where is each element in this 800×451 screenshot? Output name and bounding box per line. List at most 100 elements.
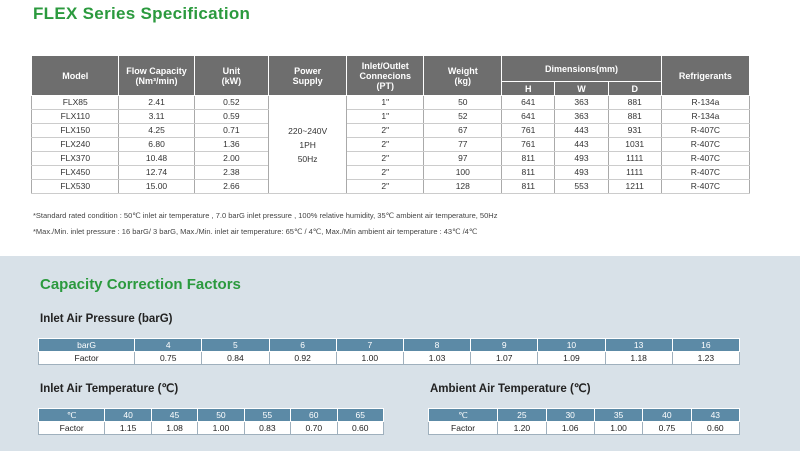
cf-key: 6 (268, 338, 337, 352)
cf-header-label: ℃ (427, 408, 499, 422)
cf-value: 1.07 (470, 351, 539, 365)
pressure-title: Inlet Air Pressure (barG) (40, 313, 173, 325)
cf-key: 7 (335, 338, 404, 352)
cf-key: 40 (642, 408, 692, 422)
cell-h: 641 (501, 95, 556, 110)
cell-w: 363 (554, 95, 609, 110)
cell-conn: 1" (346, 95, 425, 110)
cf-value: 0.92 (268, 351, 337, 365)
cf-key: 10 (537, 338, 606, 352)
cf-value: 1.00 (197, 421, 245, 435)
power-supply-cell: 220~240V 1PH 50Hz (268, 95, 348, 194)
cell-d: 881 (607, 95, 662, 110)
table-row: FLX450 12.74 2.38 2" 100 811 493 1111 R-407C (30, 165, 751, 180)
cell-ref: R-134a (660, 95, 751, 110)
cell-flow: 6.80 (118, 137, 195, 152)
cf-value: 1.15 (104, 421, 152, 435)
header-inlet-outlet: Inlet/Outlet Connecions (PT) (346, 55, 425, 96)
table-row: FLX370 10.48 2.00 2" 97 811 493 1111 R-407C (30, 151, 751, 166)
cf-key: 43 (690, 408, 741, 422)
cf-header-row: barG 4 5 6 7 8 9 10 13 16 (37, 338, 741, 352)
header-dimensions: Dimensions(mm) (501, 55, 662, 82)
cf-key: 35 (593, 408, 644, 422)
ambient-temp-title: Ambient Air Temperature (℃) (430, 383, 591, 395)
cell-weight: 67 (423, 123, 503, 138)
cell-unit: 0.59 (193, 109, 270, 124)
cf-key: 40 (104, 408, 152, 422)
table-row: FLX530 15.00 2.66 2" 128 811 553 1211 R-407C (30, 179, 751, 194)
cell-ref: R-407C (660, 137, 751, 152)
cell-ref: R-407C (660, 165, 751, 180)
header-h: H (501, 81, 556, 96)
cell-model: FLX240 (30, 137, 120, 152)
ambient-temp-table: ℃ 25 30 35 40 43 Factor 1.20 1.06 1.00 0.75 0.60 (427, 408, 741, 435)
cell-h: 811 (501, 165, 556, 180)
spec-title: FLEX Series Specification (33, 4, 251, 23)
cf-value: 0.84 (201, 351, 270, 365)
cf-value: 1.03 (402, 351, 472, 365)
cell-unit: 1.36 (193, 137, 270, 152)
spec-table: Model Flow Capacity (Nm³/min) Unit (kW) … (30, 55, 751, 194)
note-limits: *Max./Min. inlet pressure : 16 barG/ 3 b… (33, 227, 478, 236)
cf-value: 0.75 (134, 351, 203, 365)
cell-weight: 77 (423, 137, 503, 152)
cf-value: 1.00 (593, 421, 644, 435)
cell-model: FLX85 (30, 95, 120, 110)
cell-h: 761 (501, 137, 556, 152)
cell-ref: R-407C (660, 151, 751, 166)
cf-key: 65 (336, 408, 384, 422)
cell-weight: 128 (423, 179, 503, 194)
correction-title: Capacity Correction Factors (40, 276, 241, 293)
cell-d: 1211 (607, 179, 662, 194)
header-weight: Weight (kg) (423, 55, 503, 96)
cf-value: 0.60 (690, 421, 741, 435)
cf-value: 1.09 (537, 351, 606, 365)
cf-value: 0.75 (642, 421, 692, 435)
cell-model: FLX370 (30, 151, 120, 166)
cf-key: 4 (134, 338, 203, 352)
cf-key: 9 (470, 338, 539, 352)
cell-w: 363 (554, 109, 609, 124)
table-row: FLX110 3.11 0.59 1" 52 641 363 881 R-134a (30, 109, 751, 124)
cell-unit: 0.71 (193, 123, 270, 138)
cf-key: 5 (201, 338, 270, 352)
cell-w: 493 (554, 165, 609, 180)
cf-key: 55 (243, 408, 292, 422)
cell-weight: 100 (423, 165, 503, 180)
cf-value: 1.08 (150, 421, 199, 435)
cf-key: 25 (497, 408, 547, 422)
cell-flow: 4.25 (118, 123, 195, 138)
cell-d: 1031 (607, 137, 662, 152)
cf-factor-label: Factor (37, 351, 136, 365)
cell-conn: 2" (346, 151, 425, 166)
cell-w: 443 (554, 123, 609, 138)
cell-flow: 3.11 (118, 109, 195, 124)
cf-factor-row: Factor 1.15 1.08 1.00 0.83 0.70 0.60 (37, 421, 384, 435)
cf-factor-row: Factor 0.75 0.84 0.92 1.00 1.03 1.07 1.09 1.18 1.… (37, 351, 741, 365)
cell-d: 881 (607, 109, 662, 124)
cf-key: 50 (197, 408, 245, 422)
header-model: Model (30, 55, 120, 96)
header-unit: Unit (kW) (193, 55, 270, 96)
cell-model: FLX110 (30, 109, 120, 124)
cf-value: 0.60 (336, 421, 384, 435)
pressure-table: barG 4 5 6 7 8 9 10 13 16 Factor 0.75 0.84 0.92 1.00 1.… (37, 338, 741, 365)
cell-unit: 2.38 (193, 165, 270, 180)
cf-value: 1.18 (604, 351, 673, 365)
cell-conn: 2" (346, 123, 425, 138)
cell-h: 811 (501, 151, 556, 166)
cell-conn: 1" (346, 109, 425, 124)
cf-key: 8 (402, 338, 472, 352)
cell-conn: 2" (346, 179, 425, 194)
cell-weight: 52 (423, 109, 503, 124)
cf-factor-label: Factor (37, 421, 106, 435)
cf-factor-label: Factor (427, 421, 499, 435)
cf-header-row: ℃ 25 30 35 40 43 (427, 408, 741, 422)
header-power-supply: Power Supply (268, 55, 348, 96)
cell-conn: 2" (346, 165, 425, 180)
cf-header-row: ℃ 40 45 50 55 60 65 (37, 408, 384, 422)
cell-h: 811 (501, 179, 556, 194)
cell-ref: R-407C (660, 123, 751, 138)
inlet-temp-title: Inlet Air Temperature (℃) (40, 383, 179, 395)
cell-unit: 2.00 (193, 151, 270, 166)
